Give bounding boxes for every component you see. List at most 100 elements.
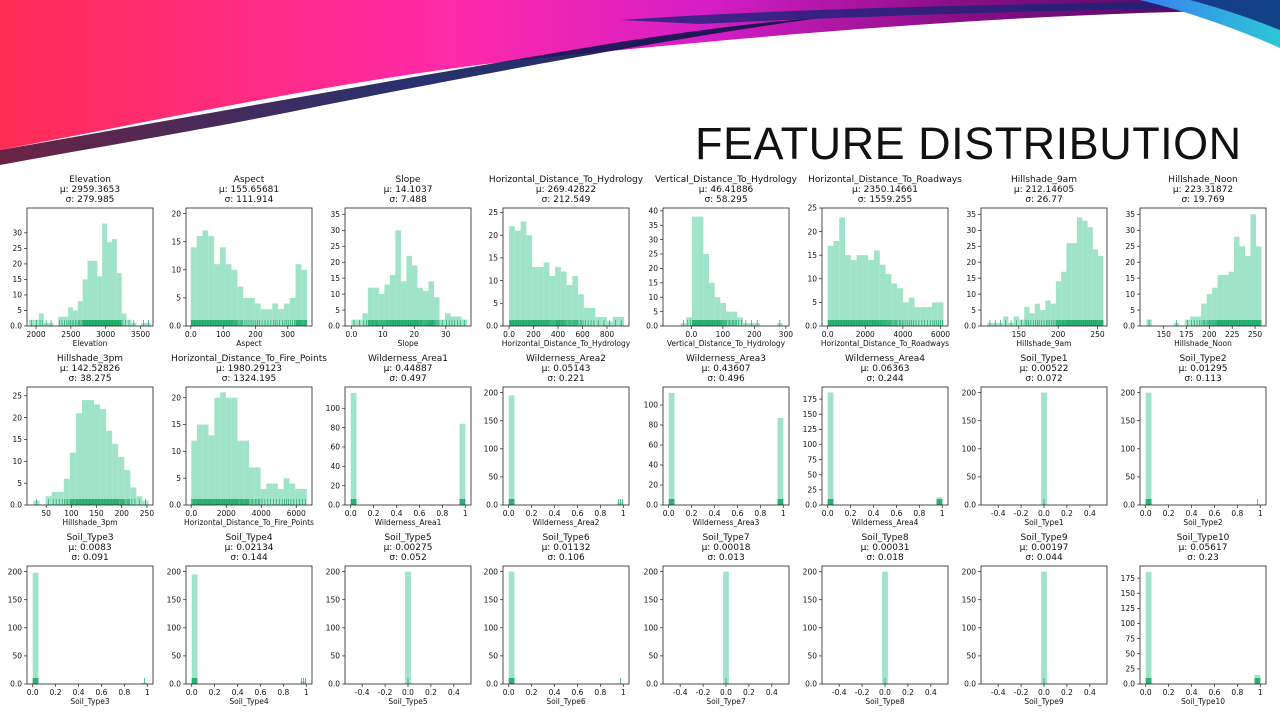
y-tick-label: 10 — [1125, 290, 1135, 299]
chart-std-label: σ: 0.23 — [1187, 553, 1219, 563]
histogram-bar — [289, 297, 296, 326]
x-tick-label: 0.2 — [1163, 688, 1175, 697]
y-tick-label: 0.0 — [1123, 501, 1135, 510]
rug-marks — [31, 320, 149, 326]
histogram-bar — [82, 279, 88, 326]
chart-title: Hillshade_Noon — [1168, 175, 1237, 185]
y-tick-label: 50 — [330, 652, 340, 661]
x-axis-label: Soil_Type9 — [1024, 697, 1063, 706]
histogram-bar — [295, 488, 301, 505]
histogram-bar — [856, 255, 863, 326]
histogram-bar — [1190, 316, 1196, 326]
histogram-bar — [260, 488, 267, 505]
y-tick-label: 100 — [803, 624, 818, 633]
histogram-bar — [450, 316, 457, 326]
x-axis-label: Hillshade_9am — [1017, 339, 1072, 348]
histogram-bar — [1045, 300, 1051, 326]
histogram-bar — [578, 294, 584, 326]
histogram-bar — [283, 478, 290, 505]
rug-marks — [683, 320, 781, 326]
y-tick-label: 20 — [330, 258, 340, 267]
x-tick-label: 0.8 — [277, 688, 289, 697]
histogram-bar — [231, 397, 238, 505]
histogram-bar — [1206, 294, 1213, 326]
x-tick-label: 0.4 — [1186, 509, 1198, 518]
rug-marks — [989, 320, 1104, 326]
histogram-bar — [833, 241, 840, 326]
x-tick-label: 2000 — [27, 330, 46, 339]
y-tick-label: 10 — [171, 266, 181, 275]
histogram-bar — [237, 286, 244, 326]
chart-mean-label: μ: 0.00031 — [861, 543, 910, 553]
x-axis-label: Soil_Type10 — [1181, 697, 1225, 706]
x-tick-label: 0.4 — [448, 688, 460, 697]
chart-title: Soil_Type4 — [225, 533, 272, 543]
histogram-bar — [532, 267, 538, 326]
histogram-bar — [845, 255, 851, 326]
chart-title: Soil_Type5 — [384, 533, 431, 543]
y-tick-label: 0.0 — [646, 680, 658, 689]
histogram-bar — [87, 400, 95, 505]
y-tick-label: 25 — [807, 486, 817, 495]
y-tick-label: 75 — [1125, 634, 1135, 643]
x-tick-label: 0.6 — [254, 688, 266, 697]
x-tick-label: 0.4 — [1084, 509, 1096, 518]
y-tick-label: 200 — [962, 388, 977, 397]
x-axis-label: Soil_Type3 — [70, 697, 109, 706]
y-tick-label: 15 — [488, 254, 498, 263]
histogram-bar — [1029, 313, 1035, 326]
x-tick-label: 0.6 — [731, 509, 743, 518]
histogram-bar — [32, 572, 39, 684]
y-tick-label: 200 — [803, 567, 818, 576]
chart-std-label: σ: 212.549 — [542, 195, 591, 205]
x-tick-label: 0.8 — [594, 509, 606, 518]
chart-title: Soil_Type1 — [1020, 354, 1067, 364]
histogram-bar — [254, 467, 261, 505]
x-tick-label: 0.2 — [902, 688, 914, 697]
rug-marks — [1148, 320, 1262, 326]
histogram-bar — [839, 217, 846, 326]
x-tick-label: 0.0 — [402, 688, 414, 697]
y-tick-label: 0.0 — [328, 680, 340, 689]
x-tick-label: 250 — [140, 509, 155, 518]
histogram-bar — [583, 307, 590, 326]
x-tick-label: 150 — [1012, 330, 1027, 339]
chart-std-label: σ: 0.018 — [866, 553, 904, 563]
rug-marks — [509, 320, 622, 326]
rug-marks — [827, 320, 943, 326]
y-tick-label: 0.0 — [1123, 322, 1135, 331]
x-tick-label: 150 — [1157, 330, 1172, 339]
chart-title: Soil_Type8 — [861, 533, 908, 543]
chart-std-label: σ: 111.914 — [225, 195, 274, 205]
histogram-bar — [508, 571, 515, 684]
x-axis-label: Slope — [398, 339, 419, 348]
chart-mean-label: μ: 0.06363 — [861, 364, 910, 374]
y-tick-label: 50 — [807, 470, 817, 479]
histogram-bar — [219, 247, 226, 326]
y-tick-label: 150 — [962, 416, 977, 425]
y-tick-label: 15 — [807, 251, 817, 260]
y-tick-label: 35 — [966, 210, 976, 219]
histogram-bar — [116, 273, 122, 326]
histogram-bar — [572, 276, 579, 326]
rug-marks — [350, 499, 466, 505]
y-tick-label: 10 — [330, 290, 340, 299]
x-tick-label: 0.2 — [526, 688, 538, 697]
histogram-bar — [920, 307, 927, 326]
histogram-bar — [1201, 303, 1207, 326]
rug-marks — [353, 320, 465, 326]
histogram-bar — [406, 255, 412, 326]
histogram-bar — [63, 478, 70, 505]
histogram-bar — [1217, 274, 1224, 326]
x-tick-label: 0.0 — [503, 509, 515, 518]
x-tick-label: 200 — [526, 330, 541, 339]
histogram-bar — [520, 221, 527, 326]
y-tick-label: 50 — [488, 652, 498, 661]
